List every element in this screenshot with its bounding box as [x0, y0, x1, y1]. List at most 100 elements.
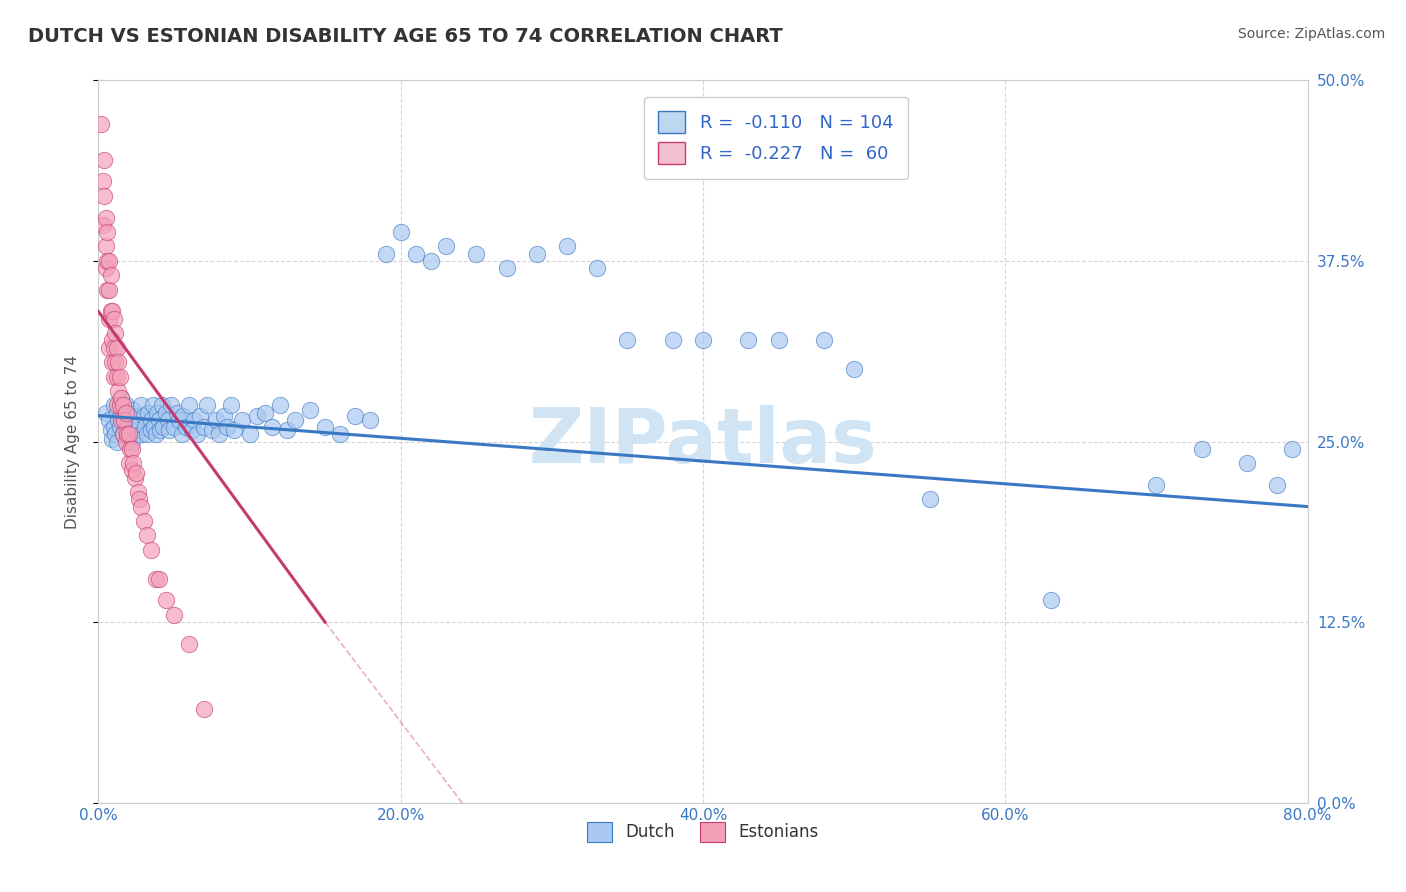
- Point: [127, 423, 149, 437]
- Point: [813, 334, 835, 348]
- Point: [172, 409, 194, 423]
- Point: [107, 384, 129, 398]
- Point: [692, 334, 714, 348]
- Point: [110, 391, 132, 405]
- Point: [143, 420, 166, 434]
- Point: [186, 427, 208, 442]
- Point: [105, 341, 128, 355]
- Point: [181, 423, 204, 437]
- Point: [314, 420, 336, 434]
- Point: [122, 402, 145, 417]
- Point: [103, 341, 125, 355]
- Point: [118, 427, 141, 442]
- Legend: Dutch, Estonians: Dutch, Estonians: [581, 815, 825, 848]
- Point: [103, 398, 125, 412]
- Point: [299, 402, 322, 417]
- Point: [107, 355, 129, 369]
- Point: [163, 607, 186, 622]
- Point: [141, 413, 163, 427]
- Point: [121, 413, 143, 427]
- Point: [174, 420, 197, 434]
- Point: [115, 427, 138, 442]
- Point: [124, 420, 146, 434]
- Point: [224, 423, 246, 437]
- Point: [128, 417, 150, 432]
- Point: [148, 413, 170, 427]
- Point: [344, 409, 367, 423]
- Point: [90, 117, 112, 131]
- Point: [134, 420, 156, 434]
- Point: [93, 189, 115, 203]
- Point: [101, 355, 124, 369]
- Point: [167, 413, 190, 427]
- Point: [188, 409, 211, 423]
- Point: [136, 406, 159, 420]
- Point: [94, 211, 117, 225]
- Point: [104, 427, 127, 442]
- Point: [108, 398, 131, 412]
- Point: [205, 413, 228, 427]
- Point: [360, 413, 382, 427]
- Point: [737, 334, 759, 348]
- Point: [145, 427, 167, 442]
- Point: [149, 423, 172, 437]
- Point: [1281, 442, 1303, 456]
- Point: [555, 239, 578, 253]
- Point: [100, 423, 122, 437]
- Point: [160, 398, 183, 412]
- Point: [96, 225, 118, 239]
- Point: [150, 398, 173, 412]
- Point: [108, 369, 131, 384]
- Point: [170, 427, 193, 442]
- Point: [111, 398, 134, 412]
- Point: [163, 420, 186, 434]
- Point: [155, 593, 177, 607]
- Point: [91, 174, 114, 188]
- Point: [179, 637, 201, 651]
- Point: [231, 413, 253, 427]
- Point: [110, 413, 132, 427]
- Point: [1039, 593, 1062, 607]
- Point: [526, 246, 548, 260]
- Point: [101, 334, 124, 348]
- Point: [118, 406, 141, 420]
- Point: [179, 398, 201, 412]
- Point: [146, 406, 169, 420]
- Point: [118, 456, 141, 470]
- Point: [208, 427, 231, 442]
- Point: [98, 341, 121, 355]
- Point: [284, 413, 307, 427]
- Point: [94, 261, 117, 276]
- Point: [101, 304, 124, 318]
- Point: [159, 423, 181, 437]
- Point: [918, 492, 941, 507]
- Point: [100, 268, 122, 283]
- Y-axis label: Disability Age 65 to 74: Disability Age 65 to 74: [65, 354, 80, 529]
- Point: [201, 423, 224, 437]
- Point: [374, 246, 396, 260]
- Point: [434, 239, 457, 253]
- Point: [103, 420, 125, 434]
- Text: DUTCH VS ESTONIAN DISABILITY AGE 65 TO 74 CORRELATION CHART: DUTCH VS ESTONIAN DISABILITY AGE 65 TO 7…: [28, 27, 783, 45]
- Point: [193, 420, 215, 434]
- Point: [105, 406, 128, 420]
- Point: [420, 253, 443, 268]
- Point: [156, 413, 179, 427]
- Point: [135, 528, 157, 542]
- Point: [105, 369, 128, 384]
- Point: [93, 153, 115, 167]
- Point: [103, 369, 125, 384]
- Point: [768, 334, 790, 348]
- Point: [269, 398, 291, 412]
- Point: [115, 420, 138, 434]
- Point: [166, 406, 188, 420]
- Point: [329, 427, 352, 442]
- Point: [465, 246, 488, 260]
- Point: [215, 420, 238, 434]
- Point: [122, 456, 145, 470]
- Point: [661, 334, 683, 348]
- Point: [276, 423, 298, 437]
- Point: [132, 409, 155, 423]
- Point: [98, 283, 121, 297]
- Point: [91, 218, 114, 232]
